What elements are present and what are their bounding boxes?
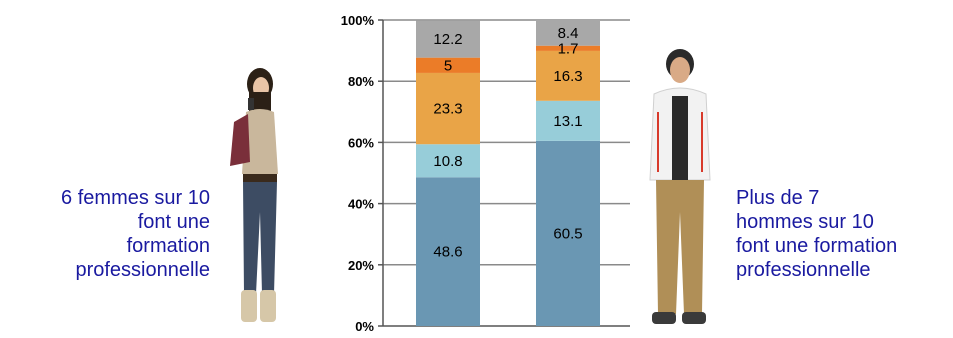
woman-photo bbox=[230, 68, 278, 322]
data-label: 23.3 bbox=[433, 101, 462, 118]
data-label: 12.2 bbox=[433, 31, 462, 48]
left-caption-line-1: 6 femmes sur 10 bbox=[61, 187, 210, 209]
y-tick-label: 100% bbox=[341, 13, 375, 28]
data-label: 13.1 bbox=[553, 113, 582, 130]
left-caption-line-4: professionnelle bbox=[75, 259, 210, 281]
backpack-icon bbox=[230, 114, 250, 166]
y-tick-label: 80% bbox=[348, 74, 374, 89]
data-label: 5 bbox=[444, 57, 452, 74]
woman-boot-left bbox=[241, 290, 257, 322]
data-label: 10.8 bbox=[433, 153, 462, 170]
y-tick-label: 60% bbox=[348, 135, 374, 150]
bar-segment bbox=[536, 50, 600, 101]
data-label: 8.4 bbox=[558, 25, 579, 42]
woman-top bbox=[242, 109, 278, 174]
data-label: 1.7 bbox=[558, 40, 579, 57]
bars-layer bbox=[416, 20, 600, 326]
left-caption: 6 femmes sur 10 font une formation profe… bbox=[0, 186, 210, 282]
bar-segment bbox=[416, 72, 480, 145]
left-caption-line-3: formation bbox=[126, 235, 210, 257]
data-label: 16.3 bbox=[553, 68, 582, 85]
right-caption-line-1: Plus de 7 bbox=[736, 187, 820, 209]
bar-segment bbox=[536, 20, 600, 46]
labels-layer: 0% 20% 40% 60% 80% 100% 48.6 10.8 23.3 5 12.2 60.5 1… bbox=[341, 13, 583, 334]
bar-segment bbox=[536, 140, 600, 326]
data-label: 48.6 bbox=[433, 244, 462, 261]
woman-jeans bbox=[243, 182, 277, 294]
data-label: 60.5 bbox=[553, 225, 582, 242]
man-pants bbox=[656, 180, 704, 314]
man-shoe-right bbox=[682, 312, 706, 324]
y-tick-label: 0% bbox=[355, 319, 374, 334]
man-shoe-left bbox=[652, 312, 676, 324]
man-shirt bbox=[672, 96, 688, 180]
right-caption-line-4: professionnelle bbox=[736, 259, 871, 281]
bar-segment bbox=[416, 20, 480, 58]
woman-belt bbox=[243, 174, 277, 182]
man-face bbox=[670, 57, 690, 83]
right-caption-line-2: hommes sur 10 bbox=[736, 211, 874, 233]
y-tick-label: 20% bbox=[348, 258, 374, 273]
bar-segment bbox=[416, 57, 480, 73]
woman-boot-right bbox=[260, 290, 276, 322]
bar-segment bbox=[416, 144, 480, 178]
man-photo bbox=[649, 49, 711, 324]
bar-segment bbox=[536, 100, 600, 141]
phone-icon bbox=[248, 98, 254, 110]
bar-segment bbox=[536, 45, 600, 51]
left-caption-line-2: font une bbox=[137, 211, 210, 233]
right-caption: Plus de 7 hommes sur 10 font une formati… bbox=[736, 186, 951, 282]
bar-segment bbox=[416, 177, 480, 326]
right-caption-line-3: font une formation bbox=[736, 235, 898, 257]
y-tick-label: 40% bbox=[348, 197, 374, 212]
